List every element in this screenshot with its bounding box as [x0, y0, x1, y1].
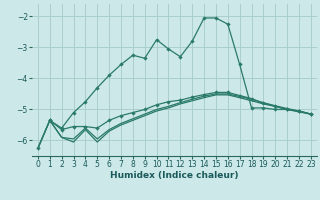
X-axis label: Humidex (Indice chaleur): Humidex (Indice chaleur) — [110, 171, 239, 180]
